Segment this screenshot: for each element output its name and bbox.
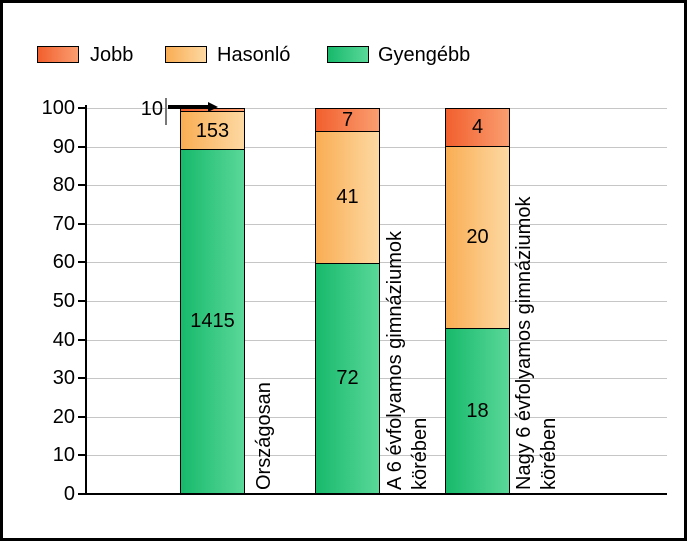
y-tick	[78, 339, 85, 341]
segment-value: 41	[336, 186, 359, 209]
legend-label-jobb: Jobb	[90, 44, 134, 66]
bar-segment-gyengebb: 18	[446, 328, 509, 493]
y-tick-label-0: 0	[63, 483, 75, 505]
legend-swatch-hasonlo	[165, 46, 207, 63]
y-tick-label-10: 10	[52, 444, 75, 466]
bar-segment-jobb: 4	[446, 109, 509, 146]
y-tick-label-80: 80	[52, 174, 75, 196]
legend-swatch-gyengebb	[327, 46, 369, 63]
y-axis-line	[85, 105, 87, 495]
y-tick-label-50: 50	[52, 290, 75, 312]
legend-swatch-jobb	[37, 46, 79, 63]
callout-arrow-head-icon	[208, 102, 218, 112]
y-tick-label-30: 30	[52, 367, 75, 389]
bar-nagy-6-evfolyamos: 4 20 18	[445, 108, 510, 494]
legend-label-hasonlo: Hasonló	[217, 44, 291, 66]
bar-segment-hasonlo: 20	[446, 145, 509, 329]
bar-segment-gyengebb: 1415	[181, 148, 244, 493]
callout-leader-line	[165, 98, 167, 125]
y-tick	[78, 184, 85, 186]
y-tick	[78, 454, 85, 456]
bar-6-evfolyamos: 7 41 72	[315, 108, 380, 494]
y-tick	[78, 493, 85, 495]
bar-segment-hasonlo: 41	[316, 131, 379, 263]
segment-value: 20	[466, 226, 489, 249]
y-tick-label-60: 60	[52, 251, 75, 273]
bar-segment-hasonlo: 153	[181, 111, 244, 149]
y-tick-label-100: 100	[41, 97, 75, 119]
y-tick	[78, 416, 85, 418]
segment-value: 18	[466, 400, 489, 423]
y-tick-label-40: 40	[52, 329, 75, 351]
y-tick	[78, 377, 85, 379]
bar-segment-jobb: 7	[316, 109, 379, 132]
segment-value: 7	[341, 109, 354, 132]
x-axis-line	[85, 493, 667, 495]
segment-value: 72	[336, 367, 359, 390]
y-tick-label-20: 20	[52, 406, 75, 428]
y-tick	[78, 146, 85, 148]
y-tick	[78, 261, 85, 263]
segment-value: 153	[195, 119, 230, 142]
segment-value: 4	[471, 116, 484, 139]
y-tick	[78, 223, 85, 225]
callout-value: 10	[140, 98, 163, 120]
bar-segment-gyengebb: 72	[316, 262, 379, 493]
bar-orszagosan: 153 1415	[180, 108, 245, 494]
y-tick	[78, 300, 85, 302]
legend-label-gyengebb: Gyengébb	[378, 44, 471, 66]
y-tick-label-90: 90	[52, 136, 75, 158]
category-label-6-evfolyamos: A 6 évfolyamos gimnáziumok körében	[384, 230, 431, 490]
y-tick-label-70: 70	[52, 213, 75, 235]
category-label-nagy-6-evfolyamos: Nagy 6 évfolyamos gimnáziumok körében	[513, 196, 560, 490]
category-label-orszagosan: Országosan	[253, 382, 275, 490]
segment-value: 1415	[190, 310, 235, 333]
callout-arrow-shaft	[168, 105, 210, 109]
y-tick	[78, 107, 85, 109]
